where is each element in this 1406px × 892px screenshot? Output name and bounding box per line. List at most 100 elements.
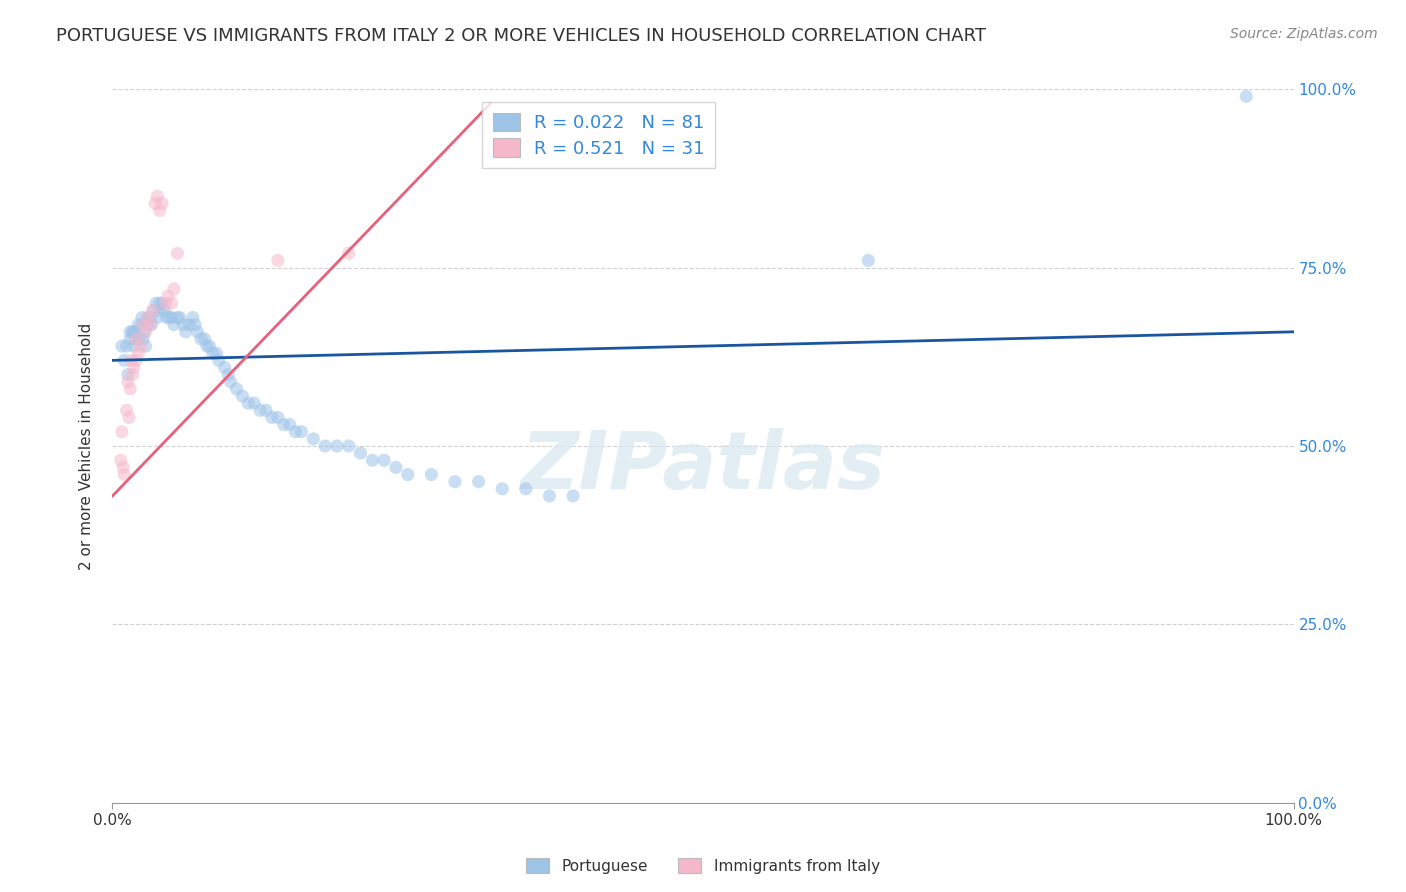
Point	[129, 339, 152, 353]
Point	[117, 375, 139, 389]
Point	[145, 296, 167, 310]
Point	[146, 189, 169, 203]
Point	[135, 325, 157, 339]
Point	[115, 403, 138, 417]
Point	[373, 453, 395, 467]
Point	[125, 332, 148, 346]
Point	[163, 282, 186, 296]
Point	[122, 325, 145, 339]
Point	[120, 332, 142, 346]
Point	[150, 196, 173, 211]
Point	[125, 353, 148, 368]
Point	[184, 318, 207, 332]
Point	[166, 310, 188, 325]
Point	[290, 425, 312, 439]
Text: Source: ZipAtlas.com: Source: ZipAtlas.com	[1230, 27, 1378, 41]
Point	[361, 453, 384, 467]
Point	[420, 467, 443, 482]
Point	[181, 310, 204, 325]
Point	[179, 318, 201, 332]
Point	[122, 339, 145, 353]
Point	[163, 318, 186, 332]
Point	[120, 325, 142, 339]
Point	[157, 310, 180, 325]
Point	[385, 460, 408, 475]
Point	[136, 310, 159, 325]
Point	[111, 425, 134, 439]
Point	[111, 339, 134, 353]
Point	[131, 310, 153, 325]
Point	[208, 353, 231, 368]
Point	[337, 246, 360, 260]
Point	[396, 467, 419, 482]
Point	[115, 339, 138, 353]
Point	[112, 353, 135, 368]
Point	[326, 439, 349, 453]
Point	[198, 339, 221, 353]
Text: ZIPatlas: ZIPatlas	[520, 428, 886, 507]
Point	[125, 325, 148, 339]
Point	[134, 325, 156, 339]
Point	[254, 403, 277, 417]
Point	[150, 296, 173, 310]
Point	[284, 425, 307, 439]
Point	[467, 475, 489, 489]
Point	[444, 475, 467, 489]
Point	[156, 310, 179, 325]
Point	[260, 410, 283, 425]
Point	[302, 432, 325, 446]
Point	[231, 389, 253, 403]
Point	[172, 318, 194, 332]
Point	[143, 196, 166, 211]
Point	[249, 403, 271, 417]
Point	[515, 482, 537, 496]
Point	[349, 446, 371, 460]
Point	[225, 382, 247, 396]
Point	[136, 310, 159, 325]
Point	[139, 310, 162, 325]
Point	[169, 310, 191, 325]
Point	[156, 289, 179, 303]
Point	[112, 460, 135, 475]
Point	[149, 303, 172, 318]
Point	[491, 482, 513, 496]
Point	[214, 360, 236, 375]
Text: PORTUGUESE VS IMMIGRANTS FROM ITALY 2 OR MORE VEHICLES IN HOUSEHOLD CORRELATION : PORTUGUESE VS IMMIGRANTS FROM ITALY 2 OR…	[56, 27, 986, 45]
Point	[117, 368, 139, 382]
Point	[120, 353, 142, 368]
Point	[160, 296, 183, 310]
Point	[160, 310, 183, 325]
Point	[142, 303, 165, 318]
Point	[136, 318, 159, 332]
Point	[201, 346, 224, 360]
Point	[194, 332, 217, 346]
Point	[118, 410, 141, 425]
Point	[120, 382, 142, 396]
Point	[186, 325, 208, 339]
Point	[538, 489, 561, 503]
Legend: R = 0.022   N = 81, R = 0.521   N = 31: R = 0.022 N = 81, R = 0.521 N = 31	[482, 102, 716, 169]
Point	[122, 360, 145, 375]
Point	[110, 453, 132, 467]
Point	[139, 318, 162, 332]
Point	[166, 246, 188, 260]
Point	[562, 489, 585, 503]
Point	[217, 368, 239, 382]
Point	[174, 325, 197, 339]
Point	[267, 253, 290, 268]
Point	[146, 310, 169, 325]
Point	[135, 339, 157, 353]
Point	[125, 332, 148, 346]
Point	[149, 203, 172, 218]
Point	[149, 296, 172, 310]
Point	[121, 368, 143, 382]
Point	[243, 396, 266, 410]
Point	[190, 332, 212, 346]
Y-axis label: 2 or more Vehicles in Household: 2 or more Vehicles in Household	[79, 322, 94, 570]
Point	[127, 332, 149, 346]
Point	[314, 439, 336, 453]
Point	[141, 318, 163, 332]
Point	[142, 303, 165, 318]
Point	[273, 417, 295, 432]
Point	[238, 396, 260, 410]
